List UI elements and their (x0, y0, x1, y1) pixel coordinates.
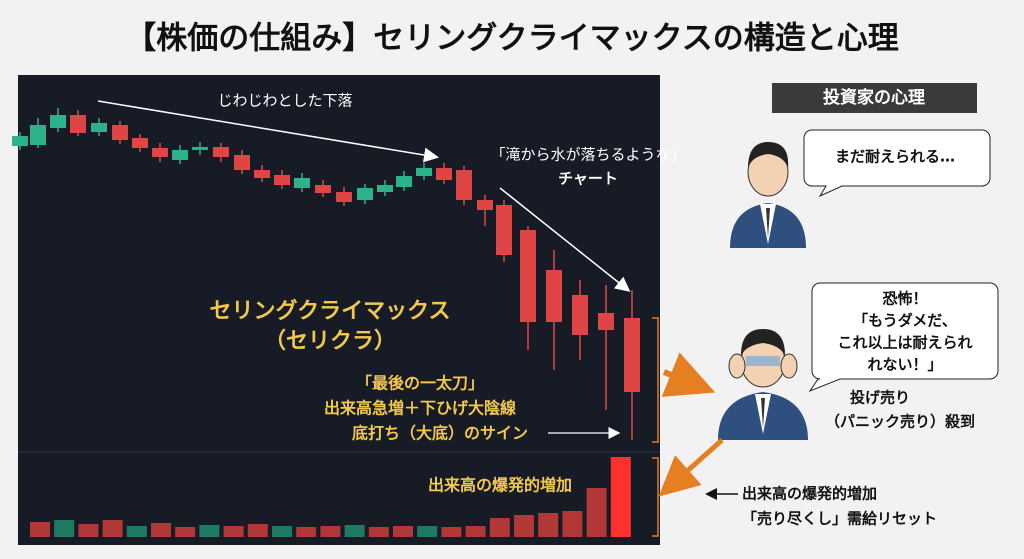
volume-bar (30, 522, 50, 537)
volume-bar (538, 513, 559, 537)
candle-body (315, 185, 331, 193)
annotation: じわじわとした下落 (217, 92, 352, 110)
candle-body (152, 148, 168, 157)
speech-bubble (803, 129, 991, 198)
candle-body (50, 115, 66, 128)
bubble-text: れない！」 (867, 356, 942, 374)
arrow (658, 438, 724, 497)
volume-bar (296, 527, 317, 537)
candle-body (192, 147, 208, 150)
annotation: （セリクラ） (264, 329, 396, 354)
volume-bar (223, 526, 244, 537)
volume-bar (54, 520, 75, 537)
candle-body (213, 147, 229, 157)
title: 【株価の仕組み】セリングクライマックスの構造と心理 (125, 21, 898, 57)
volume-bar (151, 523, 171, 537)
bubble-text: 恐怖！ (882, 290, 927, 308)
candle-body (546, 270, 562, 322)
volume-bar (441, 527, 462, 537)
arrow (97, 100, 439, 163)
arrow (661, 352, 716, 397)
volume-bar (272, 526, 292, 537)
volume-bar (417, 526, 438, 537)
candle-body (254, 170, 270, 178)
volume-bar (175, 527, 196, 537)
psychology-header: 投資家の心理 (823, 87, 925, 108)
candle-body (520, 230, 536, 322)
candle-body (336, 192, 352, 202)
candle-body (624, 318, 640, 392)
candle-body (132, 138, 148, 148)
volume-bar (393, 526, 413, 537)
bracket (652, 457, 659, 537)
volume-bar (247, 524, 268, 537)
candles (12, 108, 640, 440)
annotation: セリングクライマックス (210, 298, 451, 324)
candle-body (12, 136, 28, 146)
candle-body (30, 125, 46, 145)
candle-body (70, 115, 86, 133)
candle-body (456, 170, 472, 200)
bubble-text: これ以上は耐えられ (837, 334, 972, 352)
candle-body (436, 168, 452, 180)
candle-body (172, 150, 188, 160)
annotation: 出来高の爆発的増加 (428, 476, 572, 495)
candle-body (294, 178, 310, 188)
candle-body (91, 123, 107, 132)
candle-body (112, 125, 128, 140)
candle-body (396, 176, 412, 187)
annotation: 出来高急増＋下ひげ大陰線 (324, 399, 516, 418)
panic-note: 投げ売り (850, 389, 910, 407)
annotation: 「滝から水が落ちるような」 (490, 146, 685, 164)
header-box (772, 83, 977, 113)
volume-note: 「売り尽くし」需給リセット (742, 510, 937, 528)
volume-bar (465, 526, 486, 537)
candle-body (477, 200, 493, 210)
volume-bar (344, 525, 365, 537)
candle-body (416, 168, 432, 176)
volume-bars (30, 457, 631, 537)
bracket (652, 317, 659, 443)
volume-bar (320, 526, 341, 537)
candle-body (234, 155, 250, 170)
volume-bar (102, 520, 123, 537)
volume-bar (368, 527, 389, 537)
bubble-text: まだ耐えられる… (835, 148, 955, 166)
investor-panic (718, 329, 808, 440)
volume-bar (562, 511, 583, 537)
volume-bar (586, 488, 607, 537)
volume-bar (610, 457, 631, 537)
annotation: チャート (558, 170, 618, 188)
volume-bar (78, 524, 99, 537)
volume-bar (514, 515, 534, 537)
annotation: 「最後の一太刀」 (356, 374, 484, 393)
arrow (499, 187, 631, 292)
volume-bar (489, 518, 510, 537)
volume-bar (126, 526, 147, 537)
volume-note: 出来高の爆発的増加 (742, 485, 877, 503)
speech-bubble (808, 282, 999, 393)
panic-note: （パニック売り）殺到 (825, 413, 975, 431)
candle-body (377, 185, 393, 192)
investor-calm (730, 142, 806, 248)
bubble-text: 「もうダメだ、 (853, 312, 957, 330)
candle-body (496, 205, 512, 255)
candle-body (357, 188, 373, 200)
candle-body (274, 175, 290, 185)
volume-bar (199, 525, 220, 537)
annotation: 底打ち（大底）のサイン (352, 424, 528, 443)
candle-body (598, 313, 614, 330)
candle-body (572, 295, 588, 335)
